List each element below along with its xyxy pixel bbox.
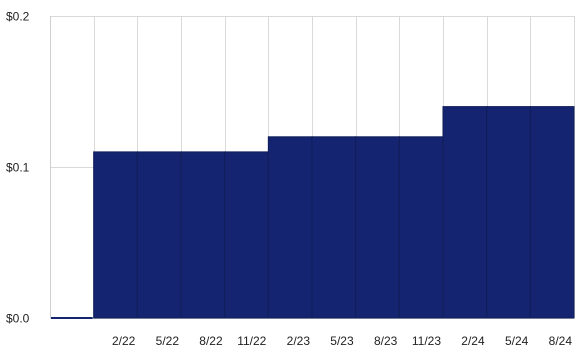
bar-2/22 (93, 151, 138, 319)
x-tick-label: 8/22 (199, 334, 223, 348)
bar-11/22 (224, 151, 269, 319)
bar-2/24 (442, 106, 488, 319)
labels-layer: $0.0 $0.1 $0.2 2/22 5/22 8/22 11/22 2/23 5/23 8/2… (6, 10, 572, 349)
bar-2/23 (267, 136, 313, 319)
x-tick-label: 2/23 (287, 334, 311, 348)
x-tick-label: 5/22 (156, 334, 180, 348)
x-tick-label: 8/23 (374, 334, 398, 348)
x-tick-label: 2/22 (112, 334, 136, 348)
y-tick-label: $0.2 (6, 10, 30, 24)
x-tick-label: 5/23 (330, 334, 354, 348)
bar-8/23 (355, 136, 400, 319)
x-tick-label: 8/24 (549, 334, 573, 348)
x-tick-label: 2/24 (461, 334, 485, 348)
bar-11/23 (398, 136, 444, 319)
x-tick-label: 5/24 (505, 334, 529, 348)
bar-8/24 (529, 106, 575, 319)
x-tick-label: 11/23 (412, 334, 441, 348)
bar-5/22 (136, 151, 182, 319)
bar-8/22 (180, 151, 226, 319)
bar-5/24 (486, 106, 531, 319)
bar-5/23 (311, 136, 357, 319)
bars-layer (51, 106, 575, 319)
y-tick-label: $0.0 (6, 312, 30, 326)
y-tick-label: $0.1 (6, 161, 30, 175)
x-tick-label: 11/22 (237, 334, 266, 348)
